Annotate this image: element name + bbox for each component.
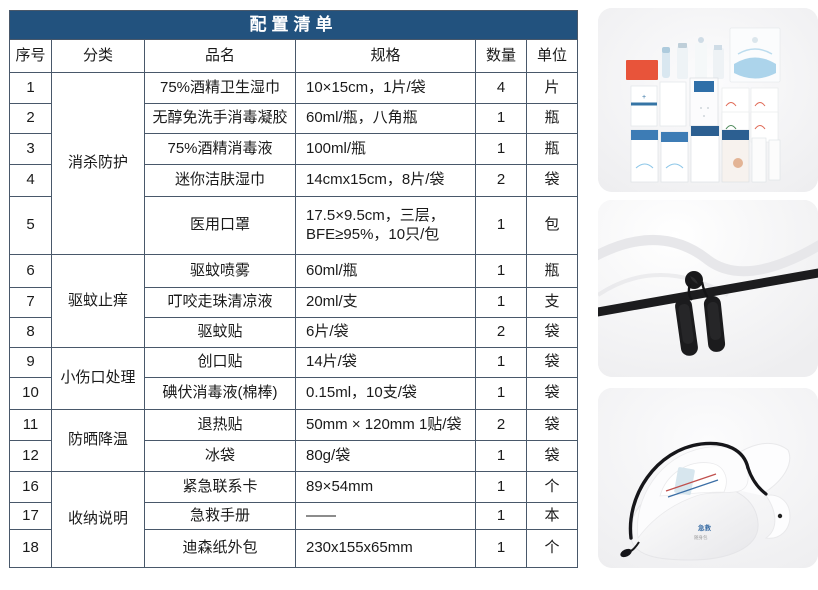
svg-text:急救: 急救	[698, 523, 712, 532]
svg-text:+: +	[642, 94, 646, 101]
svg-text:随身包: 随身包	[694, 534, 708, 541]
